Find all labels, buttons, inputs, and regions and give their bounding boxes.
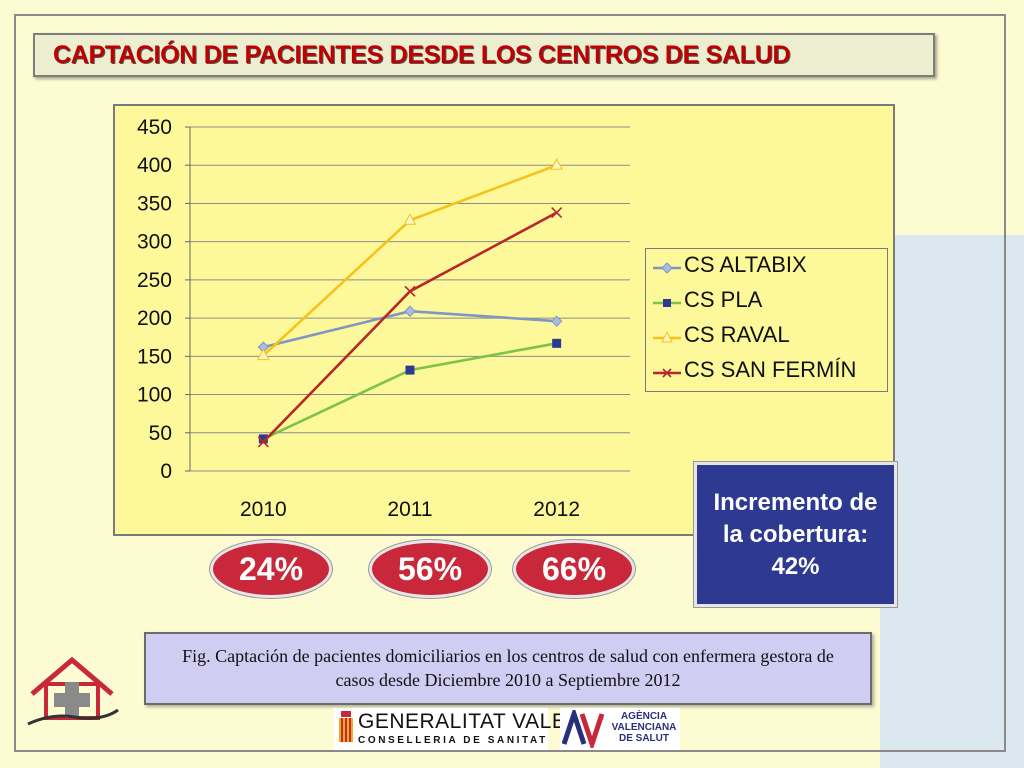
percentage-2010: 24% (210, 540, 332, 598)
legend-label-raval: CS RAVAL (684, 322, 790, 347)
y-tick-label-250: 250 (137, 269, 172, 292)
data-point-cs-altabix-2012 (550, 315, 563, 327)
home-care-logo (27, 656, 119, 726)
figure-caption: Fig. Captación de pacientes domiciliario… (144, 632, 872, 705)
title-bar: CAPTACIÓN DE PACIENTES DESDE LOS CENTROS… (33, 33, 935, 77)
y-tick-label-300: 300 (137, 231, 172, 254)
legend-label-altabix: CS ALTABIX (684, 252, 807, 277)
x-tick-label-2011: 2011 (387, 498, 432, 521)
y-tick-label-100: 100 (137, 384, 172, 407)
data-point-cs-san-ferm-n-2011 (404, 285, 416, 297)
y-tick-label-350: 350 (137, 192, 172, 215)
series-line-cs-san-ferm-n (262, 211, 558, 443)
chart-legend: CS ALTABIX CS PLA CS RAVAL CS SAN FERMÍN (645, 248, 888, 392)
avs-emblem-icon (562, 710, 605, 748)
y-tick-label-450: 450 (137, 116, 172, 139)
slide-frame (14, 14, 1006, 752)
series-line-cs-raval (262, 164, 558, 357)
data-point-cs-pla-2012 (552, 338, 562, 348)
data-point-cs-raval-2011 (403, 213, 417, 225)
slide-title: CAPTACIÓN DE PACIENTES DESDE LOS CENTROS… (53, 41, 791, 69)
y-tick-label-0: 0 (160, 460, 172, 483)
data-point-cs-raval-2010 (256, 348, 270, 361)
data-point-cs-san-ferm-n-2010 (257, 436, 269, 448)
legend-marker-raval (653, 330, 681, 343)
data-point-cs-raval-2012 (550, 158, 564, 170)
data-point-cs-pla-2011 (405, 365, 415, 375)
data-point-cs-altabix-2011 (404, 305, 416, 317)
y-tick-label-50: 50 (149, 422, 172, 445)
coat-of-arms-icon (339, 711, 353, 742)
chart-area: 0 50 100 150 200 250 300 350 400 450 2010 2011 2012 … (113, 104, 895, 536)
percentage-2012: 66% (513, 540, 635, 598)
gv-logo-line2: CONSELLERIA DE SANITAT (358, 735, 548, 746)
generalitat-valenciana-logo: GENERALITAT VALENCIANA CONSELLERIA DE SA… (334, 708, 648, 750)
x-tick-label-2010: 2010 (240, 498, 287, 521)
legend-marker-san-fermin (653, 368, 681, 378)
y-tick-label-400: 400 (137, 154, 172, 177)
legend-label-san-fermin: CS SAN FERMÍN (684, 357, 857, 382)
avs-logo-text: AGÈNCIA VALENCIANA DE SALUT (611, 711, 677, 744)
agencia-valenciana-salut-logo: AGÈNCIA VALENCIANA DE SALUT (560, 708, 680, 750)
percentage-2011: 56% (369, 540, 491, 598)
legend-marker-pla (653, 299, 681, 307)
x-tick-label-2012: 2012 (533, 498, 580, 521)
coverage-increment-text: Incremento de la cobertura: 42% (713, 488, 878, 580)
background-emblem (880, 235, 1024, 768)
y-tick-label-200: 200 (137, 307, 172, 330)
legend-label-pla: CS PLA (684, 287, 763, 312)
coverage-increment-box: Incremento de la cobertura: 42% (694, 462, 897, 607)
legend-marker-altabix (653, 262, 681, 274)
line-chart: 0 50 100 150 200 250 300 350 400 450 2010 2011 2012 (137, 116, 630, 521)
data-point-cs-san-ferm-n-2012 (551, 207, 563, 219)
series-line-cs-pla (262, 342, 557, 441)
y-tick-label-150: 150 (137, 345, 172, 368)
data-point-cs-pla-2010 (258, 434, 268, 444)
